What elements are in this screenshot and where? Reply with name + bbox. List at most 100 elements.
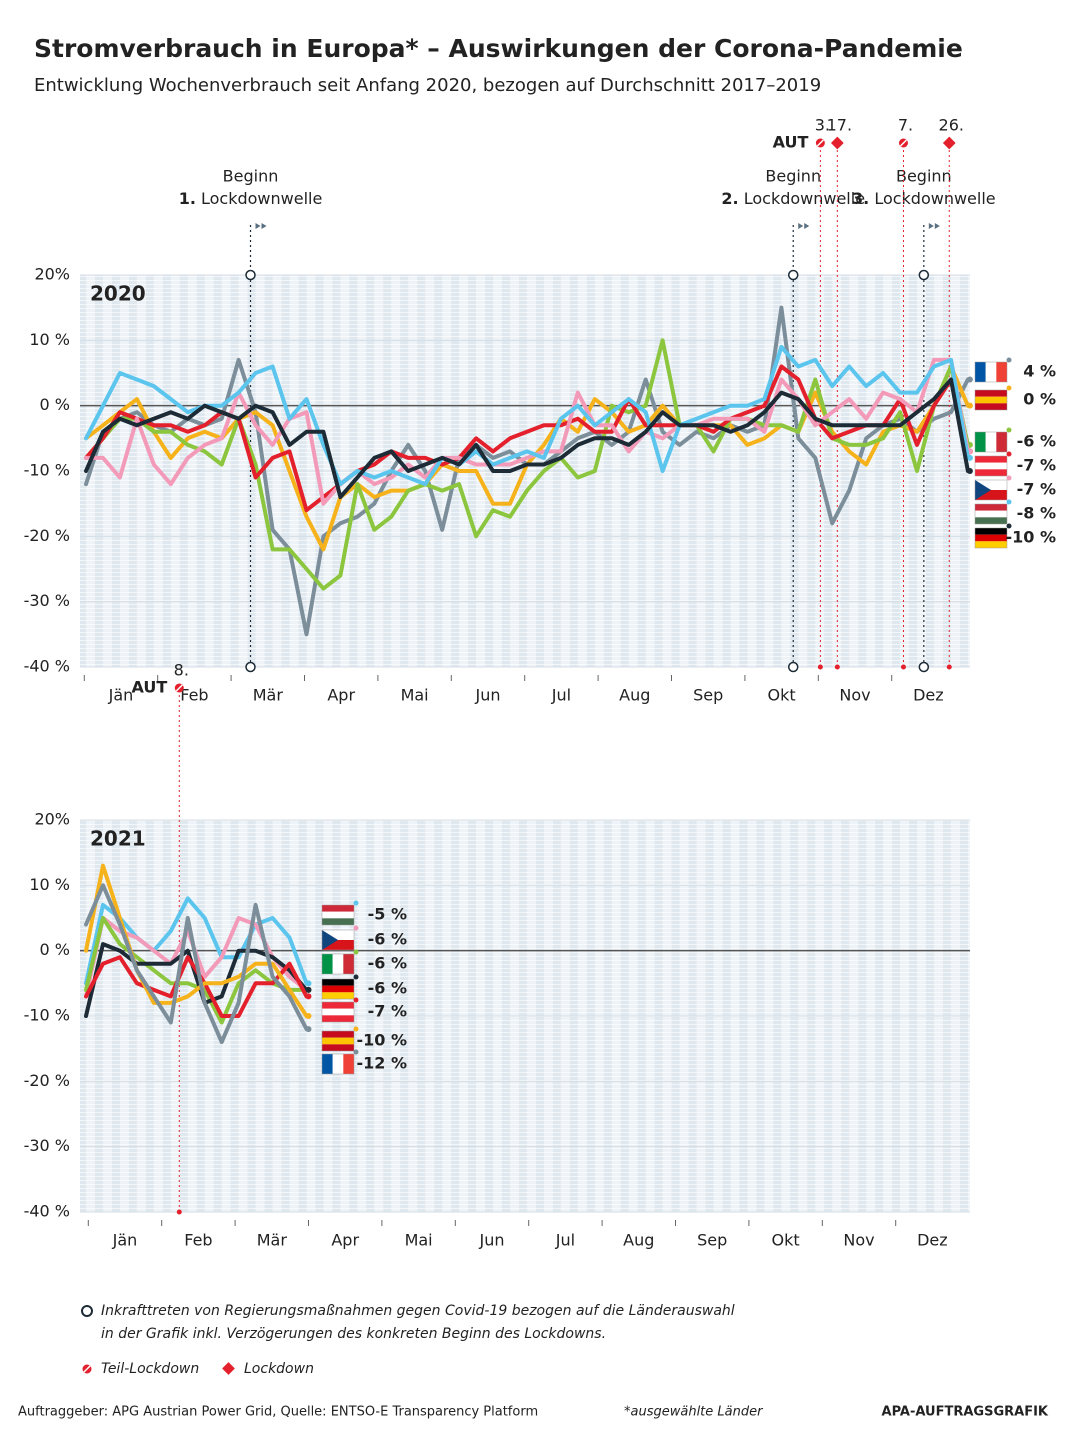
flag-stripe [975,534,1007,542]
source: Auftraggeber: APG Austrian Power Grid, Q… [18,1405,538,1420]
lockdown-circle [245,269,256,281]
flag-stripe [975,504,1007,511]
lockdown-text: Lockdownwelle [744,189,865,208]
flag-stripe [975,510,1007,518]
charts: 20% 10 % 0 % -10 % -20 % -30 % -40 % Jän Feb Mär A… [24,116,1056,1250]
credit: APA-AUFTRAGSGRAFIK [882,1405,1049,1420]
x-tick-label: Feb [180,686,208,705]
lockdown-arrow [798,223,810,229]
flag-stripe [322,940,354,950]
lockdown-number: 2. [721,189,738,208]
x-tick-label: Mär [253,686,284,705]
aut-marker-icon [942,136,956,150]
y-tick-label: -10 % [24,1006,70,1025]
series-end-dot [966,402,973,409]
flag-stripe [975,432,986,452]
flag-dot [353,1026,359,1032]
y-tick-label: -30 % [24,591,70,610]
series-line [84,916,309,1025]
flag-dot [1006,475,1012,481]
x-tick-label: Jän [112,1231,138,1250]
flag-dot [1006,427,1012,433]
aut-marker-label: 3. [815,116,830,135]
x-tick-label: Okt [772,1231,800,1250]
end-label: -5 % [368,905,407,924]
flag-stripe [343,1054,354,1074]
aut-marker-icon [175,684,183,692]
lockdown-label: 2. Lockdownwelle [721,189,865,208]
end-label: -6 % [1017,432,1056,451]
y-tick-label: -40 % [24,657,70,676]
flag-stripe [975,469,1007,476]
flag-triangle [975,480,991,500]
aut-marker-icon [899,139,908,147]
flag-stripe [975,396,1007,404]
y-tick-label: 10 % [29,875,70,894]
series-line [84,338,970,591]
x-tick-label: Aug [623,1231,654,1250]
aut-marker-label: 17. [827,116,852,135]
series-end-dot [305,980,312,987]
flag-border [321,1030,355,1052]
flag-stripe [322,1044,354,1051]
flag-stripe [985,432,997,452]
flag-stripe [322,992,354,999]
flag-triangle [322,930,338,950]
x-tick-label: Dez [913,686,944,705]
x-tick-label: Jun [479,1231,505,1250]
flag-dot [353,949,359,955]
aut-end-dot [946,664,952,670]
flag-dot [1006,357,1012,363]
lockdown-circle [245,661,256,673]
flag-stripe [322,1031,354,1038]
x-tick-label: Nov [839,686,870,705]
flag-border [321,978,355,1000]
end-label: -8 % [1017,504,1056,523]
lockdown-title: Beginn [896,167,952,186]
subtitle: Entwicklung Wochenverbrauch seit Anfang … [34,75,821,96]
year-label: 2020 [90,282,146,306]
series-end-dot [305,993,312,1000]
note-icon [81,1305,93,1317]
flag-stripe [332,954,344,974]
series-line [84,344,970,487]
flag-stripe [975,462,1007,470]
y-tick-label: -20 % [24,1071,70,1090]
x-tick-label: Aug [619,686,650,705]
series-end-dot [966,454,973,461]
flag-border [321,1001,355,1023]
legend-partial-icon [82,1364,92,1374]
flag-stripe [322,985,354,993]
flag-dot [353,925,359,931]
legend-text: Lockdown [244,1361,314,1377]
end-label: -7 % [368,1002,407,1021]
x-tick-label: Sep [697,1231,727,1250]
footnote: *ausgewählte Länder [624,1405,764,1420]
end-label: -7 % [1017,480,1056,499]
legend-full-icon [222,1362,235,1375]
flag-stripe [343,954,354,974]
flag-stripe [332,1054,344,1074]
x-tick-label: Mai [401,686,429,705]
flag-border [321,953,355,975]
flag-stripe [975,362,986,382]
flag-border [321,904,355,926]
end-label: -6 % [368,930,407,949]
x-tick-label: Jul [551,686,571,705]
y-tick-label: 0 % [40,395,70,414]
lockdown-arrow [928,223,940,229]
x-tick-label: Apr [327,686,355,705]
year-label: 2021 [90,827,146,851]
flag-border [321,1053,355,1075]
x-tick-label: Mär [257,1231,288,1250]
x-tick-label: Sep [693,686,723,705]
x-tick-label: Jän [108,686,134,705]
x-tick-label: Mai [405,1231,433,1250]
flag-border [974,503,1008,525]
x-tick-label: Nov [843,1231,874,1250]
flag-border [974,431,1008,453]
flag-dot [353,900,359,906]
series-line [84,942,309,1018]
flag-stripe [975,403,1007,410]
